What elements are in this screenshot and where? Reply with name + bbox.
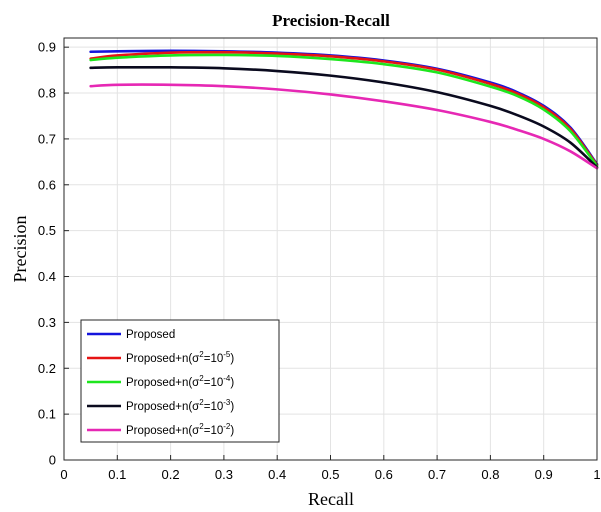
y-tick-label: 0.4 [38,269,56,284]
x-axis-label: Recall [308,489,354,509]
legend-exponent: -3 [223,398,231,407]
x-tick-label: 0 [60,467,67,482]
y-tick-label: 0.8 [38,86,56,101]
legend-text-end: ) [230,377,234,389]
y-tick-label: 0.7 [38,131,56,146]
legend-entry-3: Proposed+n(σ2=10-3) [126,398,234,413]
legend-exponent: -2 [223,422,231,431]
y-tick-label: 0.3 [38,315,56,330]
legend-text-mid: =10 [204,401,224,413]
legend-superscript: 2 [199,398,204,407]
axis-ticks: 0 0.1 0.2 0.3 0.4 0.5 0.6 0.7 0.8 0.9 1 0 0.1 0.2 0.3 0… [38,40,601,482]
y-tick-label: 0.2 [38,361,56,376]
legend-text-base: Proposed+n(σ [126,425,199,437]
chart-title: Precision-Recall [272,11,390,30]
legend-exponent: -5 [223,350,231,359]
x-tick-label: 0.5 [321,467,339,482]
y-tick-label: 0.6 [38,177,56,192]
legend-exponent: -4 [223,374,231,383]
series-line-3 [89,65,599,169]
y-tick-label: 0.1 [38,407,56,422]
legend-text-end: ) [230,353,234,365]
x-tick-label: 0.2 [162,467,180,482]
series-line-1 [89,50,599,167]
legend-entry-2: Proposed+n(σ2=10-4) [126,374,234,389]
legend-text-base: Proposed+n(σ [126,377,199,389]
legend-text-end: ) [230,401,234,413]
y-tick-label: 0.9 [38,40,56,55]
x-tick-label: 0.8 [481,467,499,482]
series-lines [89,49,599,170]
legend-superscript: 2 [199,374,204,383]
x-tick-label: 0.3 [215,467,233,482]
legend-superscript: 2 [199,350,204,359]
legend-text-mid: =10 [204,377,224,389]
legend: ProposedProposed+n(σ2=10-5)Proposed+n(σ2… [80,319,280,443]
y-tick-label: 0.5 [38,223,56,238]
legend-entry-1: Proposed+n(σ2=10-5) [126,350,234,365]
x-tick-label: 0.9 [535,467,553,482]
legend-superscript: 2 [199,422,204,431]
legend-text-end: ) [230,425,234,437]
x-tick-label: 0.4 [268,467,286,482]
legend-text-base: Proposed+n(σ [126,401,199,413]
legend-entry-0: Proposed [126,329,175,341]
legend-text-base: Proposed [126,329,175,341]
legend-entry-4: Proposed+n(σ2=10-2) [126,422,234,437]
series-line-2 [89,53,599,168]
x-tick-label: 1 [593,467,600,482]
legend-text-mid: =10 [204,425,224,437]
legend-text-mid: =10 [204,353,224,365]
x-tick-label: 0.7 [428,467,446,482]
y-axis-label: Precision [10,216,30,283]
x-tick-label: 0.1 [108,467,126,482]
series-line-4 [89,83,599,170]
x-tick-label: 0.6 [375,467,393,482]
y-tick-label: 0 [49,453,56,468]
legend-text-base: Proposed+n(σ [126,353,199,365]
